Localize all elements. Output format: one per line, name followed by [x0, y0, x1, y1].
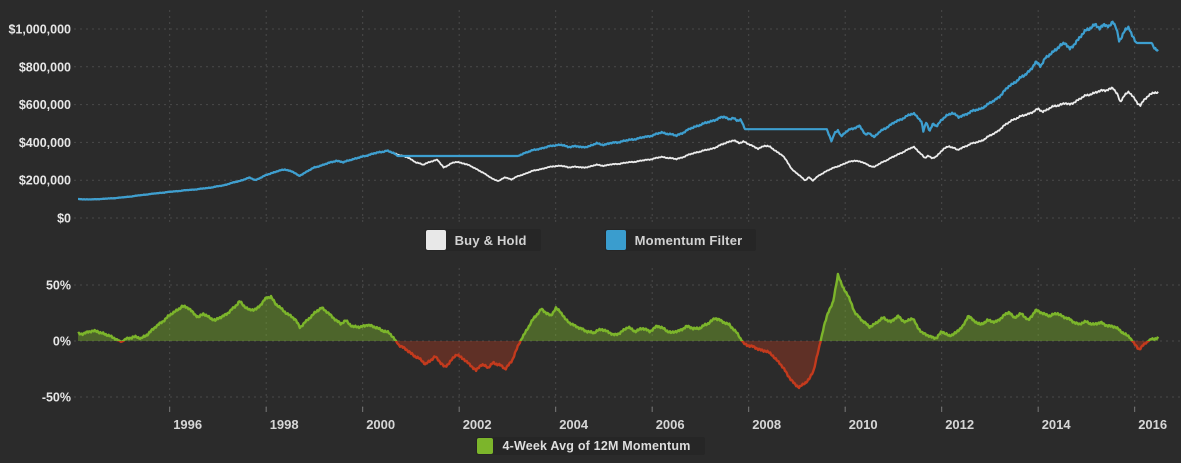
y-axis-label-top: $400,000	[19, 136, 71, 150]
legend-item-momentum-filter[interactable]: Momentum Filter	[604, 229, 757, 251]
momentum-area-positive	[77, 272, 1160, 341]
x-axis-label: 1998	[270, 417, 299, 432]
legend-top: Buy & Hold Momentum Filter	[0, 229, 1181, 251]
x-axis-label: 2010	[849, 417, 878, 432]
legend-item-momentum-avg[interactable]: 4-Week Avg of 12M Momentum	[476, 437, 705, 455]
buy-hold-swatch-icon	[425, 230, 446, 250]
momentum-filter-swatch-icon	[605, 230, 626, 250]
y-axis-label-bottom: -50%	[42, 391, 71, 405]
momentum-avg-swatch-icon	[477, 438, 494, 454]
x-axis-label: 2002	[463, 417, 492, 432]
legend-label-buy-hold: Buy & Hold	[454, 232, 527, 248]
x-axis-label: 2004	[559, 417, 589, 432]
y-axis-label-top: $600,000	[19, 98, 71, 112]
x-axis-label: 2012	[945, 417, 974, 432]
momentum-area-positive-fill	[78, 273, 1159, 341]
x-axis-label: 2006	[656, 417, 685, 432]
x-axis-label: 2000	[366, 417, 395, 432]
y-axis-label-top: $200,000	[19, 174, 71, 188]
legend-item-buy-hold[interactable]: Buy & Hold	[424, 229, 541, 251]
momentum-filter-line	[77, 20, 1159, 201]
x-axis-label: 2016	[1138, 417, 1167, 432]
legend-bottom: 4-Week Avg of 12M Momentum	[0, 437, 1181, 455]
y-axis-label-bottom: 0%	[53, 335, 71, 349]
legend-label-momentum-filter: Momentum Filter	[634, 232, 743, 248]
y-axis-label-top: $1,000,000	[8, 23, 71, 37]
legend-label-momentum-avg: 4-Week Avg of 12M Momentum	[502, 439, 691, 453]
y-axis-label-top: $800,000	[19, 60, 71, 74]
x-axis-label: 1996	[173, 417, 202, 432]
x-axis-label: 2014	[1042, 417, 1072, 432]
y-axis-label-top: $0	[57, 212, 71, 226]
y-axis-label-bottom: 50%	[46, 279, 71, 293]
x-axis-label: 2008	[752, 417, 781, 432]
momentum-area-positive-line	[77, 272, 1160, 341]
